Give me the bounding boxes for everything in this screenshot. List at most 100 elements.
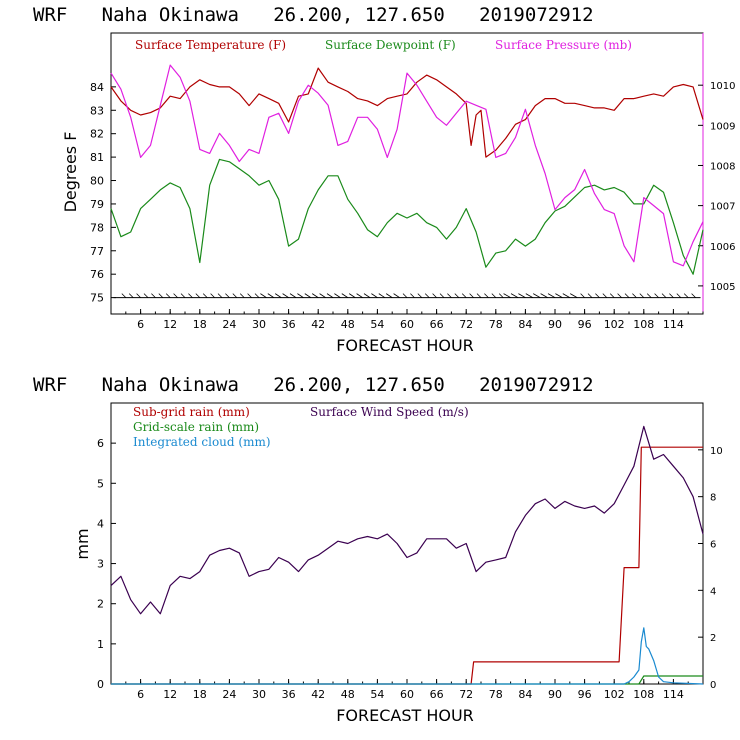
bottom-x-tick-label: 84 xyxy=(518,688,532,701)
wind-barb xyxy=(136,293,141,298)
bottom-x-tick-label: 108 xyxy=(633,688,654,701)
wind-barb xyxy=(289,293,297,298)
wind-barb xyxy=(484,293,489,298)
wind-barb xyxy=(683,293,689,298)
wind-barb xyxy=(363,293,371,298)
top-x-tick-label: 90 xyxy=(548,318,562,331)
wind-barb xyxy=(654,293,659,298)
bottom-y-tick-label: 2 xyxy=(97,598,104,611)
bottom-x-tick-label: 114 xyxy=(663,688,684,701)
bottom-x-tick-label: 42 xyxy=(311,688,325,701)
top-y-tick-label: 80 xyxy=(90,175,104,188)
top-x-tick-label: 36 xyxy=(282,318,296,331)
wind-barb xyxy=(143,293,149,298)
bottom-x-tick-label: 6 xyxy=(137,688,144,701)
wind-barb xyxy=(297,293,304,298)
wind-barb xyxy=(555,293,563,298)
bottom-chart-legend: Sub-grid rain (mm) Surface Wind Speed (m/… xyxy=(133,405,469,449)
wind-barb xyxy=(311,293,319,298)
top-series-surface-temperature-f xyxy=(110,67,704,158)
top-y2-tick-label: 1008 xyxy=(710,161,735,172)
wind-barb xyxy=(282,293,289,298)
top-y2-tick-label: 1009 xyxy=(710,121,735,132)
bottom-x-tick-label: 78 xyxy=(489,688,503,701)
bottom-chart: WRF Naha Okinawa 26.200, 127.650 2019072… xyxy=(33,374,723,725)
wind-barb xyxy=(562,293,570,298)
bottom-x-tick-label: 54 xyxy=(370,688,384,701)
top-y-tick-label: 78 xyxy=(90,221,104,234)
wind-barb xyxy=(617,293,622,298)
bottom-x-tick-label: 60 xyxy=(400,688,414,701)
bottom-legend-sub-grid-rain-mm: Sub-grid rain (mm) xyxy=(133,405,250,419)
wind-barb xyxy=(587,293,593,298)
bottom-series-integrated-cloud-mm xyxy=(111,627,704,685)
wind-barb xyxy=(580,293,585,298)
wind-barb xyxy=(469,293,474,298)
top-y2-tick-label: 1010 xyxy=(710,81,735,92)
wind-barb xyxy=(334,293,341,298)
wind-barb xyxy=(498,293,504,298)
bottom-x-tick-label: 12 xyxy=(163,688,177,701)
wind-barb xyxy=(476,293,482,298)
wind-barb xyxy=(639,293,645,298)
bottom-x-tick-label: 36 xyxy=(282,688,296,701)
top-y-tick-label: 82 xyxy=(90,128,104,141)
top-x-tick-label: 42 xyxy=(311,318,325,331)
wind-barb xyxy=(547,293,556,298)
top-x-tick-label: 60 xyxy=(400,318,414,331)
wind-barb xyxy=(371,293,378,298)
top-x-tick-label: 114 xyxy=(663,318,684,331)
wind-barb xyxy=(510,293,519,298)
bottom-y2-tick-label: 4 xyxy=(710,586,716,597)
bottom-x-tick-label: 24 xyxy=(222,688,236,701)
top-y-tick-label: 75 xyxy=(90,292,104,305)
bottom-y2-tick-label: 2 xyxy=(710,633,716,644)
wind-barb xyxy=(210,293,215,298)
top-chart-y-axis-label: Degrees F xyxy=(61,132,80,213)
top-legend-surface-pressure-mb: Surface Pressure (mb) xyxy=(495,38,632,52)
top-y-tick-label: 81 xyxy=(90,151,104,164)
wind-barb xyxy=(165,293,171,298)
wind-barb xyxy=(304,293,312,298)
bottom-legend-grid-scale-rain-mm: Grid-scale rain (mm) xyxy=(133,420,259,434)
bottom-x-tick-label: 102 xyxy=(604,688,625,701)
bottom-x-tick-label: 48 xyxy=(341,688,355,701)
top-x-tick-label: 66 xyxy=(430,318,444,331)
wind-barb xyxy=(491,293,497,298)
wind-barb xyxy=(195,293,201,298)
bottom-x-tick-label: 30 xyxy=(252,688,266,701)
wind-barb xyxy=(180,293,186,298)
bottom-y-tick-label: 6 xyxy=(97,437,104,450)
bottom-y-tick-label: 1 xyxy=(97,638,104,651)
wind-barb xyxy=(669,293,674,298)
wind-barb xyxy=(503,293,511,298)
top-x-tick-label: 18 xyxy=(193,318,207,331)
wind-barb xyxy=(239,293,245,298)
top-y-tick-label: 76 xyxy=(90,268,104,281)
wind-barb xyxy=(341,293,349,298)
wind-barb xyxy=(326,293,334,298)
bottom-chart-plot-area: 6 12 18 24 30 36 42 48 54 60 66 72 78 84 90 96 102 108 114… xyxy=(97,402,723,701)
wind-barb xyxy=(624,293,630,298)
top-chart-legend: Surface Temperature (F) Surface Dewpoint … xyxy=(135,38,632,52)
wind-barb xyxy=(260,293,267,298)
top-chart-title: WRF Naha Okinawa 26.200, 127.650 2019072… xyxy=(33,4,594,26)
wind-barb xyxy=(454,293,460,298)
wind-barb xyxy=(461,293,467,298)
top-x-tick-label: 108 xyxy=(633,318,654,331)
wind-barb xyxy=(225,293,230,298)
bottom-series-sub-grid-rain-mm xyxy=(111,446,703,685)
top-chart-x-axis-label: FORECAST HOUR xyxy=(336,336,474,355)
top-y-tick-label: 83 xyxy=(90,104,104,117)
bottom-y-tick-label: 0 xyxy=(97,678,104,691)
bottom-y2-tick-label: 8 xyxy=(710,493,716,504)
wind-barb xyxy=(602,293,608,298)
bottom-y-tick-label: 4 xyxy=(97,517,104,530)
top-series-surface-pressure-mb xyxy=(110,64,704,267)
top-chart: WRF Naha Okinawa 26.200, 127.650 2019072… xyxy=(33,4,735,355)
top-x-tick-label: 96 xyxy=(578,318,592,331)
bottom-y-tick-label: 5 xyxy=(97,477,104,490)
wind-barb xyxy=(432,293,437,298)
wind-barb xyxy=(447,293,452,298)
top-legend-surface-dewpoint-f: Surface Dewpoint (F) xyxy=(325,38,456,52)
